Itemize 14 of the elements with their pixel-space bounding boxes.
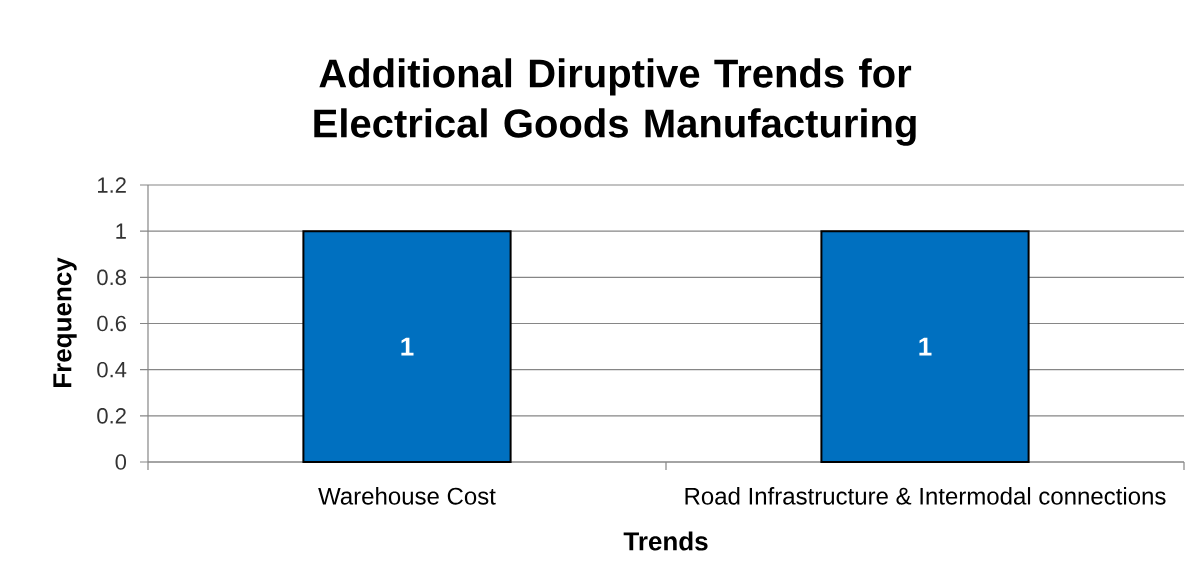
y-axis-title: Frequency [53, 257, 77, 388]
y-tick-label: 0.8 [97, 269, 126, 286]
y-tick-label: 0.4 [97, 361, 127, 378]
y-tick-label: 0.2 [97, 408, 126, 424]
x-tick-label: Road Infrastructure & Intermodal connections [685, 487, 1166, 505]
data-label: 1 [919, 337, 932, 356]
y-tick-label: 1 [116, 223, 126, 239]
chart-title: Additional Diruptive Trends for Electrical Goods Manufacturing [314, 58, 916, 146]
x-tick-label: Warehouse Cost [318, 487, 496, 505]
y-tick-label: 0.6 [97, 315, 126, 332]
y-tick-label: 0 [115, 454, 127, 470]
y-tick-label: 1.2 [98, 177, 126, 193]
data-label: 1 [401, 337, 414, 356]
x-axis-title: Trends [623, 531, 708, 551]
